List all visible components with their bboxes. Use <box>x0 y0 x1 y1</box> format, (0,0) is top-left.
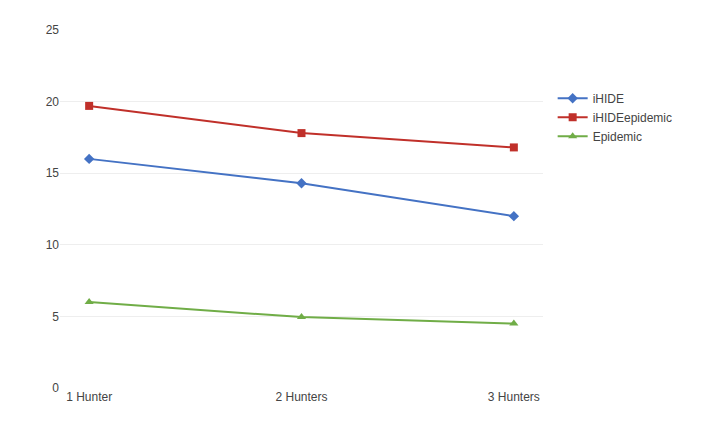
svg-text:Epidemic: Epidemic <box>593 130 642 144</box>
svg-text:iHIDEepidemic: iHIDEepidemic <box>593 111 672 125</box>
svg-text:iHIDE: iHIDE <box>593 92 624 106</box>
svg-text:0: 0 <box>52 381 59 395</box>
svg-text:2 Hunters: 2 Hunters <box>275 390 327 404</box>
svg-text:25: 25 <box>46 23 60 37</box>
svg-text:15: 15 <box>46 166 60 180</box>
svg-text:3 Hunters: 3 Hunters <box>488 390 540 404</box>
svg-text:5: 5 <box>52 310 59 324</box>
svg-text:20: 20 <box>46 95 60 109</box>
svg-text:10: 10 <box>46 238 60 252</box>
svg-text:1 Hunter: 1 Hunter <box>66 390 112 404</box>
